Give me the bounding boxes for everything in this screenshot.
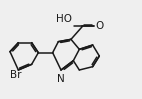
Text: N: N	[57, 74, 65, 84]
Text: HO: HO	[56, 14, 72, 24]
Text: Br: Br	[10, 70, 21, 80]
Text: O: O	[95, 21, 103, 31]
